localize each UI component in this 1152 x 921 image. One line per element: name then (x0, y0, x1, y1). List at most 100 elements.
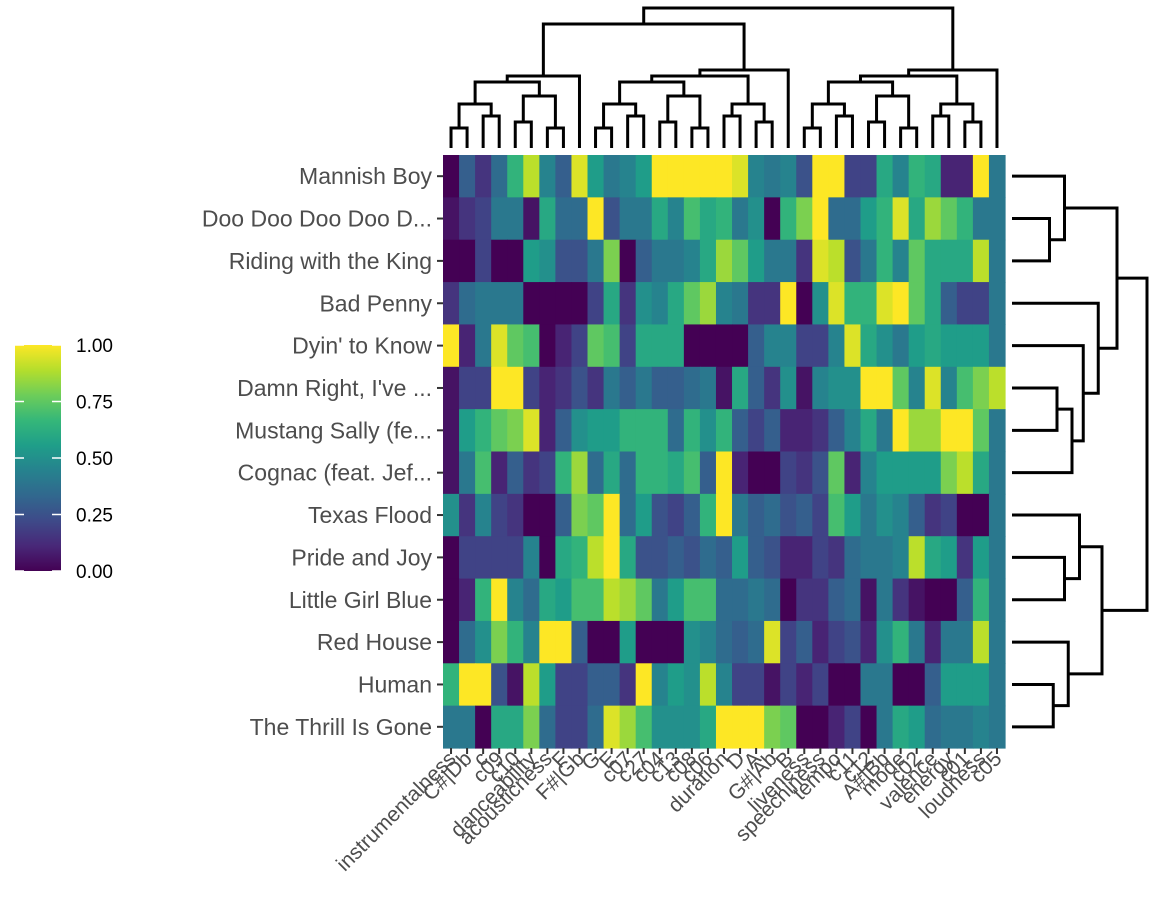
heatmap-cell (635, 663, 653, 707)
row-label: Little Girl Blue (289, 587, 432, 613)
heatmap-cell (876, 197, 894, 241)
heatmap-cell (459, 155, 476, 198)
heatmap-cell (539, 155, 556, 198)
heatmap-cell (651, 705, 669, 749)
heatmap-cell (764, 366, 781, 410)
heatmap-cell (892, 155, 910, 198)
heatmap-cell (651, 451, 669, 495)
heatmap-cell (828, 366, 846, 410)
heatmap-cell (683, 663, 701, 707)
heatmap-cell (940, 324, 958, 368)
heatmap-cell (507, 663, 524, 707)
dendrogram-branch (626, 114, 646, 148)
heatmap-cell (780, 493, 797, 537)
heatmap-cell (443, 155, 460, 198)
heatmap-cell (972, 578, 990, 622)
heatmap-cell (972, 282, 990, 326)
heatmap-cell (812, 663, 829, 707)
heatmap-cell (651, 155, 669, 198)
heatmap-cell (651, 493, 669, 537)
heatmap-cell (844, 197, 862, 241)
heatmap-cell (972, 239, 990, 283)
heatmap-cell (555, 409, 573, 453)
heatmap-cell (491, 239, 508, 283)
heatmap-cell (988, 705, 1006, 749)
heatmap-cell (940, 493, 958, 537)
heatmap-cell (892, 324, 910, 368)
heatmap-cell (972, 324, 990, 368)
heatmap-cell (940, 620, 958, 664)
dendrogram-branch (1012, 640, 1070, 708)
heatmap-cell (667, 493, 685, 537)
heatmap-cell (876, 155, 894, 198)
heatmap-cell (667, 239, 685, 283)
heatmap-cell (764, 578, 781, 622)
heatmap-cell (844, 705, 862, 749)
heatmap-cell (459, 578, 476, 622)
heatmap-cell (475, 620, 492, 664)
heatmap-cell (491, 493, 508, 537)
heatmap-cell (443, 451, 460, 495)
heatmap-cell (683, 239, 701, 283)
heatmap-cell (683, 705, 701, 749)
row-label: Cognac (feat. Jef... (238, 460, 432, 486)
heatmap-cell (844, 663, 862, 707)
heatmap-cell (491, 620, 508, 664)
row-label: Texas Flood (308, 502, 432, 528)
row-label: Dyin' to Know (292, 333, 432, 359)
dendrogram-branch (594, 126, 614, 148)
heatmap-cell (443, 493, 460, 537)
dendrogram-branch (1012, 555, 1066, 602)
heatmap-cell (603, 663, 621, 707)
heatmap-cell (651, 663, 669, 707)
column-dendrogram (449, 6, 999, 148)
heatmap-cell (539, 493, 556, 537)
heatmap-cell (635, 409, 653, 453)
heatmap-cell (699, 578, 717, 622)
heatmap-cell (699, 705, 717, 749)
heatmap-cell (748, 197, 765, 241)
heatmap-cell (443, 366, 460, 410)
heatmap-cell (539, 197, 556, 241)
heatmap-cell (635, 155, 653, 198)
heatmap-cell (828, 493, 846, 537)
heatmap-cell (892, 239, 910, 283)
heatmap-cell (491, 705, 508, 749)
heatmap-cell (796, 239, 813, 283)
heatmap-cell (860, 620, 878, 664)
heatmap-cell (459, 620, 476, 664)
heatmap-cell (892, 705, 910, 749)
heatmap-cell (667, 536, 685, 580)
dendrogram-branch (1012, 513, 1081, 581)
heatmap-cell (956, 239, 974, 283)
heatmap-cell (619, 155, 637, 198)
heatmap-cell (860, 493, 878, 537)
heatmap-cell (507, 620, 524, 664)
heatmap-cell (924, 197, 942, 241)
heatmap-cell (507, 536, 524, 580)
heatmap-cell (828, 239, 846, 283)
heatmap-cell (699, 197, 717, 241)
heatmap-cell (892, 578, 910, 622)
heatmap-cell (732, 282, 749, 326)
heatmap-cell (940, 409, 958, 453)
heatmap-cell (475, 663, 492, 707)
heatmap-cell (475, 493, 492, 537)
heatmap-cell (523, 536, 540, 580)
heatmap-cell (860, 451, 878, 495)
heatmap-cell (828, 155, 846, 198)
heatmap-cell (812, 282, 829, 326)
heatmap-cell (972, 536, 990, 580)
heatmap-cell (924, 366, 942, 410)
heatmap-cell (475, 239, 492, 283)
heatmap-cell (459, 239, 476, 283)
heatmap-cell (555, 705, 573, 749)
heatmap-cell (587, 324, 605, 368)
heatmap-cell (828, 324, 846, 368)
heatmap-cell (876, 324, 894, 368)
heatmap-cell (748, 282, 765, 326)
heatmap-cell (459, 663, 476, 707)
dendrogram-branch (449, 126, 469, 148)
heatmap-cell (523, 409, 540, 453)
heatmap-cell (491, 282, 508, 326)
